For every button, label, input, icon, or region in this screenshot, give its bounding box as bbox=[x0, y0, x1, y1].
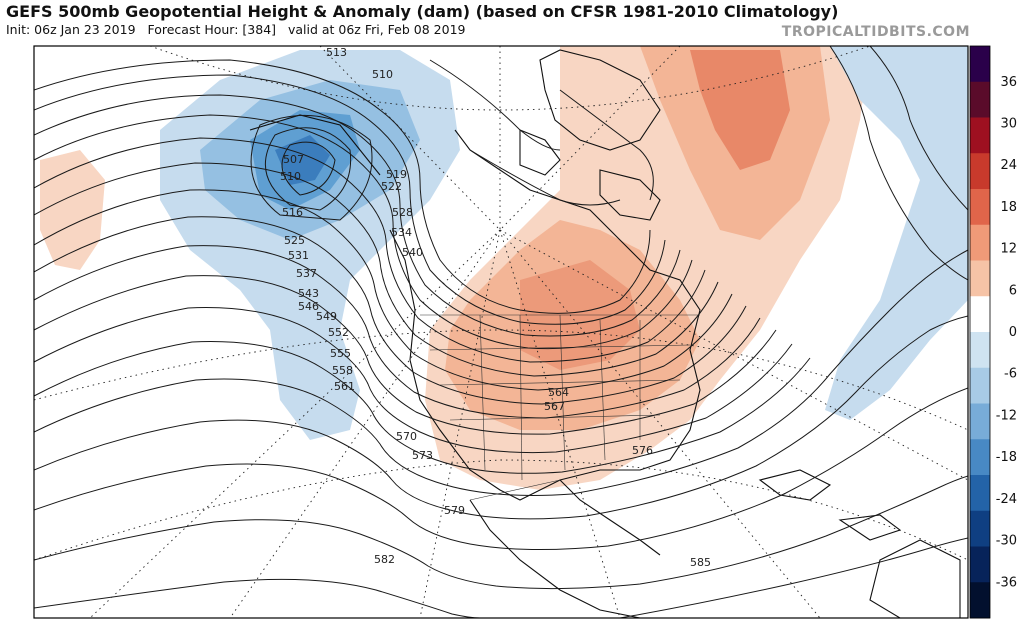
colorbar-swatch bbox=[970, 296, 990, 333]
contour-label: 579 bbox=[444, 504, 465, 517]
map-subtitle: Init: 06z Jan 23 2019 Forecast Hour: [38… bbox=[6, 22, 838, 38]
contour-labels: 513 510 507 510 516 519 522 525 528 531 … bbox=[280, 46, 711, 569]
borders bbox=[420, 314, 700, 501]
colorbar-tick-label: 12 bbox=[1000, 242, 1017, 257]
contour-label: 552 bbox=[328, 326, 349, 339]
contour-label: 513 bbox=[326, 46, 347, 59]
lat-lon-grid bbox=[34, 46, 968, 618]
colorbar-swatch bbox=[970, 475, 990, 512]
colorbar-swatch bbox=[970, 117, 990, 154]
valid-time: valid at 06z Fri, Feb 08 2019 bbox=[287, 22, 466, 37]
contour-label: 537 bbox=[296, 267, 317, 280]
colorbar-swatch bbox=[970, 46, 990, 83]
colorbar-tick-label: 30 bbox=[1000, 116, 1017, 131]
contour-label: 573 bbox=[412, 449, 433, 462]
forecast-hour: Forecast Hour: [384] bbox=[147, 22, 277, 37]
colorbar-frame bbox=[969, 45, 991, 619]
colorbar-swatch bbox=[970, 260, 990, 297]
contour-label: 516 bbox=[282, 206, 303, 219]
colorbar-tick-label: -12 bbox=[996, 408, 1017, 423]
colorbar-tick-label: 24 bbox=[1000, 158, 1017, 173]
colorbar-swatch bbox=[970, 510, 990, 547]
contour-label: 522 bbox=[381, 180, 402, 193]
contour-label: 576 bbox=[632, 444, 653, 457]
colorbar-swatch bbox=[970, 582, 990, 619]
contour-label: 561 bbox=[334, 380, 355, 393]
colorbar-tick-label: 0 bbox=[1009, 325, 1017, 340]
contour-label: 528 bbox=[392, 206, 413, 219]
contour-label: 531 bbox=[288, 249, 309, 262]
contour-label: 510 bbox=[372, 68, 393, 81]
contour-label: 567 bbox=[544, 400, 565, 413]
contour-label: 558 bbox=[332, 364, 353, 377]
init-time: Init: 06z Jan 23 2019 bbox=[6, 22, 136, 37]
height-contours bbox=[34, 46, 968, 618]
colorbar-tick-label: 6 bbox=[1009, 283, 1017, 298]
colorbar-swatch bbox=[970, 81, 990, 118]
contour-label: 534 bbox=[391, 226, 412, 239]
colorbar-tick-label: 36 bbox=[1000, 75, 1017, 90]
contour-label: 549 bbox=[316, 310, 337, 323]
contour-label: 540 bbox=[402, 246, 423, 259]
colorbar-tick-label: -24 bbox=[996, 492, 1017, 507]
contour-label: 555 bbox=[330, 347, 351, 360]
contour-label: 570 bbox=[396, 430, 417, 443]
colorbar-tick-label: -30 bbox=[996, 534, 1017, 549]
colorbar-swatch bbox=[970, 546, 990, 583]
colorbar-swatch bbox=[970, 403, 990, 440]
colorbar-swatch bbox=[970, 189, 990, 226]
colorbar-tick-label: -36 bbox=[996, 575, 1017, 590]
contour-label: 543 bbox=[298, 287, 319, 300]
colorbar-swatch bbox=[970, 224, 990, 261]
colorbar-tick-label: -18 bbox=[996, 450, 1017, 465]
contour-label: 564 bbox=[548, 386, 569, 399]
contour-label: 510 bbox=[280, 170, 301, 183]
colorbar-swatch bbox=[970, 332, 990, 369]
colorbar-tick-label: 18 bbox=[1000, 200, 1017, 215]
map-frame bbox=[33, 45, 969, 619]
contour-label: 507 bbox=[283, 153, 304, 166]
colorbar: 36 30 24 18 12 6 0 -6 -12 -18 -24 -30 -36 bbox=[969, 45, 1017, 619]
header: GEFS 500mb Geopotential Height & Anomaly… bbox=[6, 2, 838, 38]
colorbar-swatch bbox=[970, 153, 990, 190]
brand-watermark: TROPICALTIDBITS.COM bbox=[781, 24, 970, 40]
contour-label: 585 bbox=[690, 556, 711, 569]
colorbar-swatch bbox=[970, 367, 990, 404]
colorbar-swatch bbox=[970, 439, 990, 476]
negative-anomaly-shading bbox=[160, 46, 968, 440]
contour-label: 519 bbox=[386, 168, 407, 181]
contour-label: 546 bbox=[298, 300, 319, 313]
contour-label: 582 bbox=[374, 553, 395, 566]
colorbar-tick-label: -6 bbox=[1004, 367, 1017, 382]
map-title: GEFS 500mb Geopotential Height & Anomaly… bbox=[6, 2, 839, 21]
contour-label: 525 bbox=[284, 234, 305, 247]
